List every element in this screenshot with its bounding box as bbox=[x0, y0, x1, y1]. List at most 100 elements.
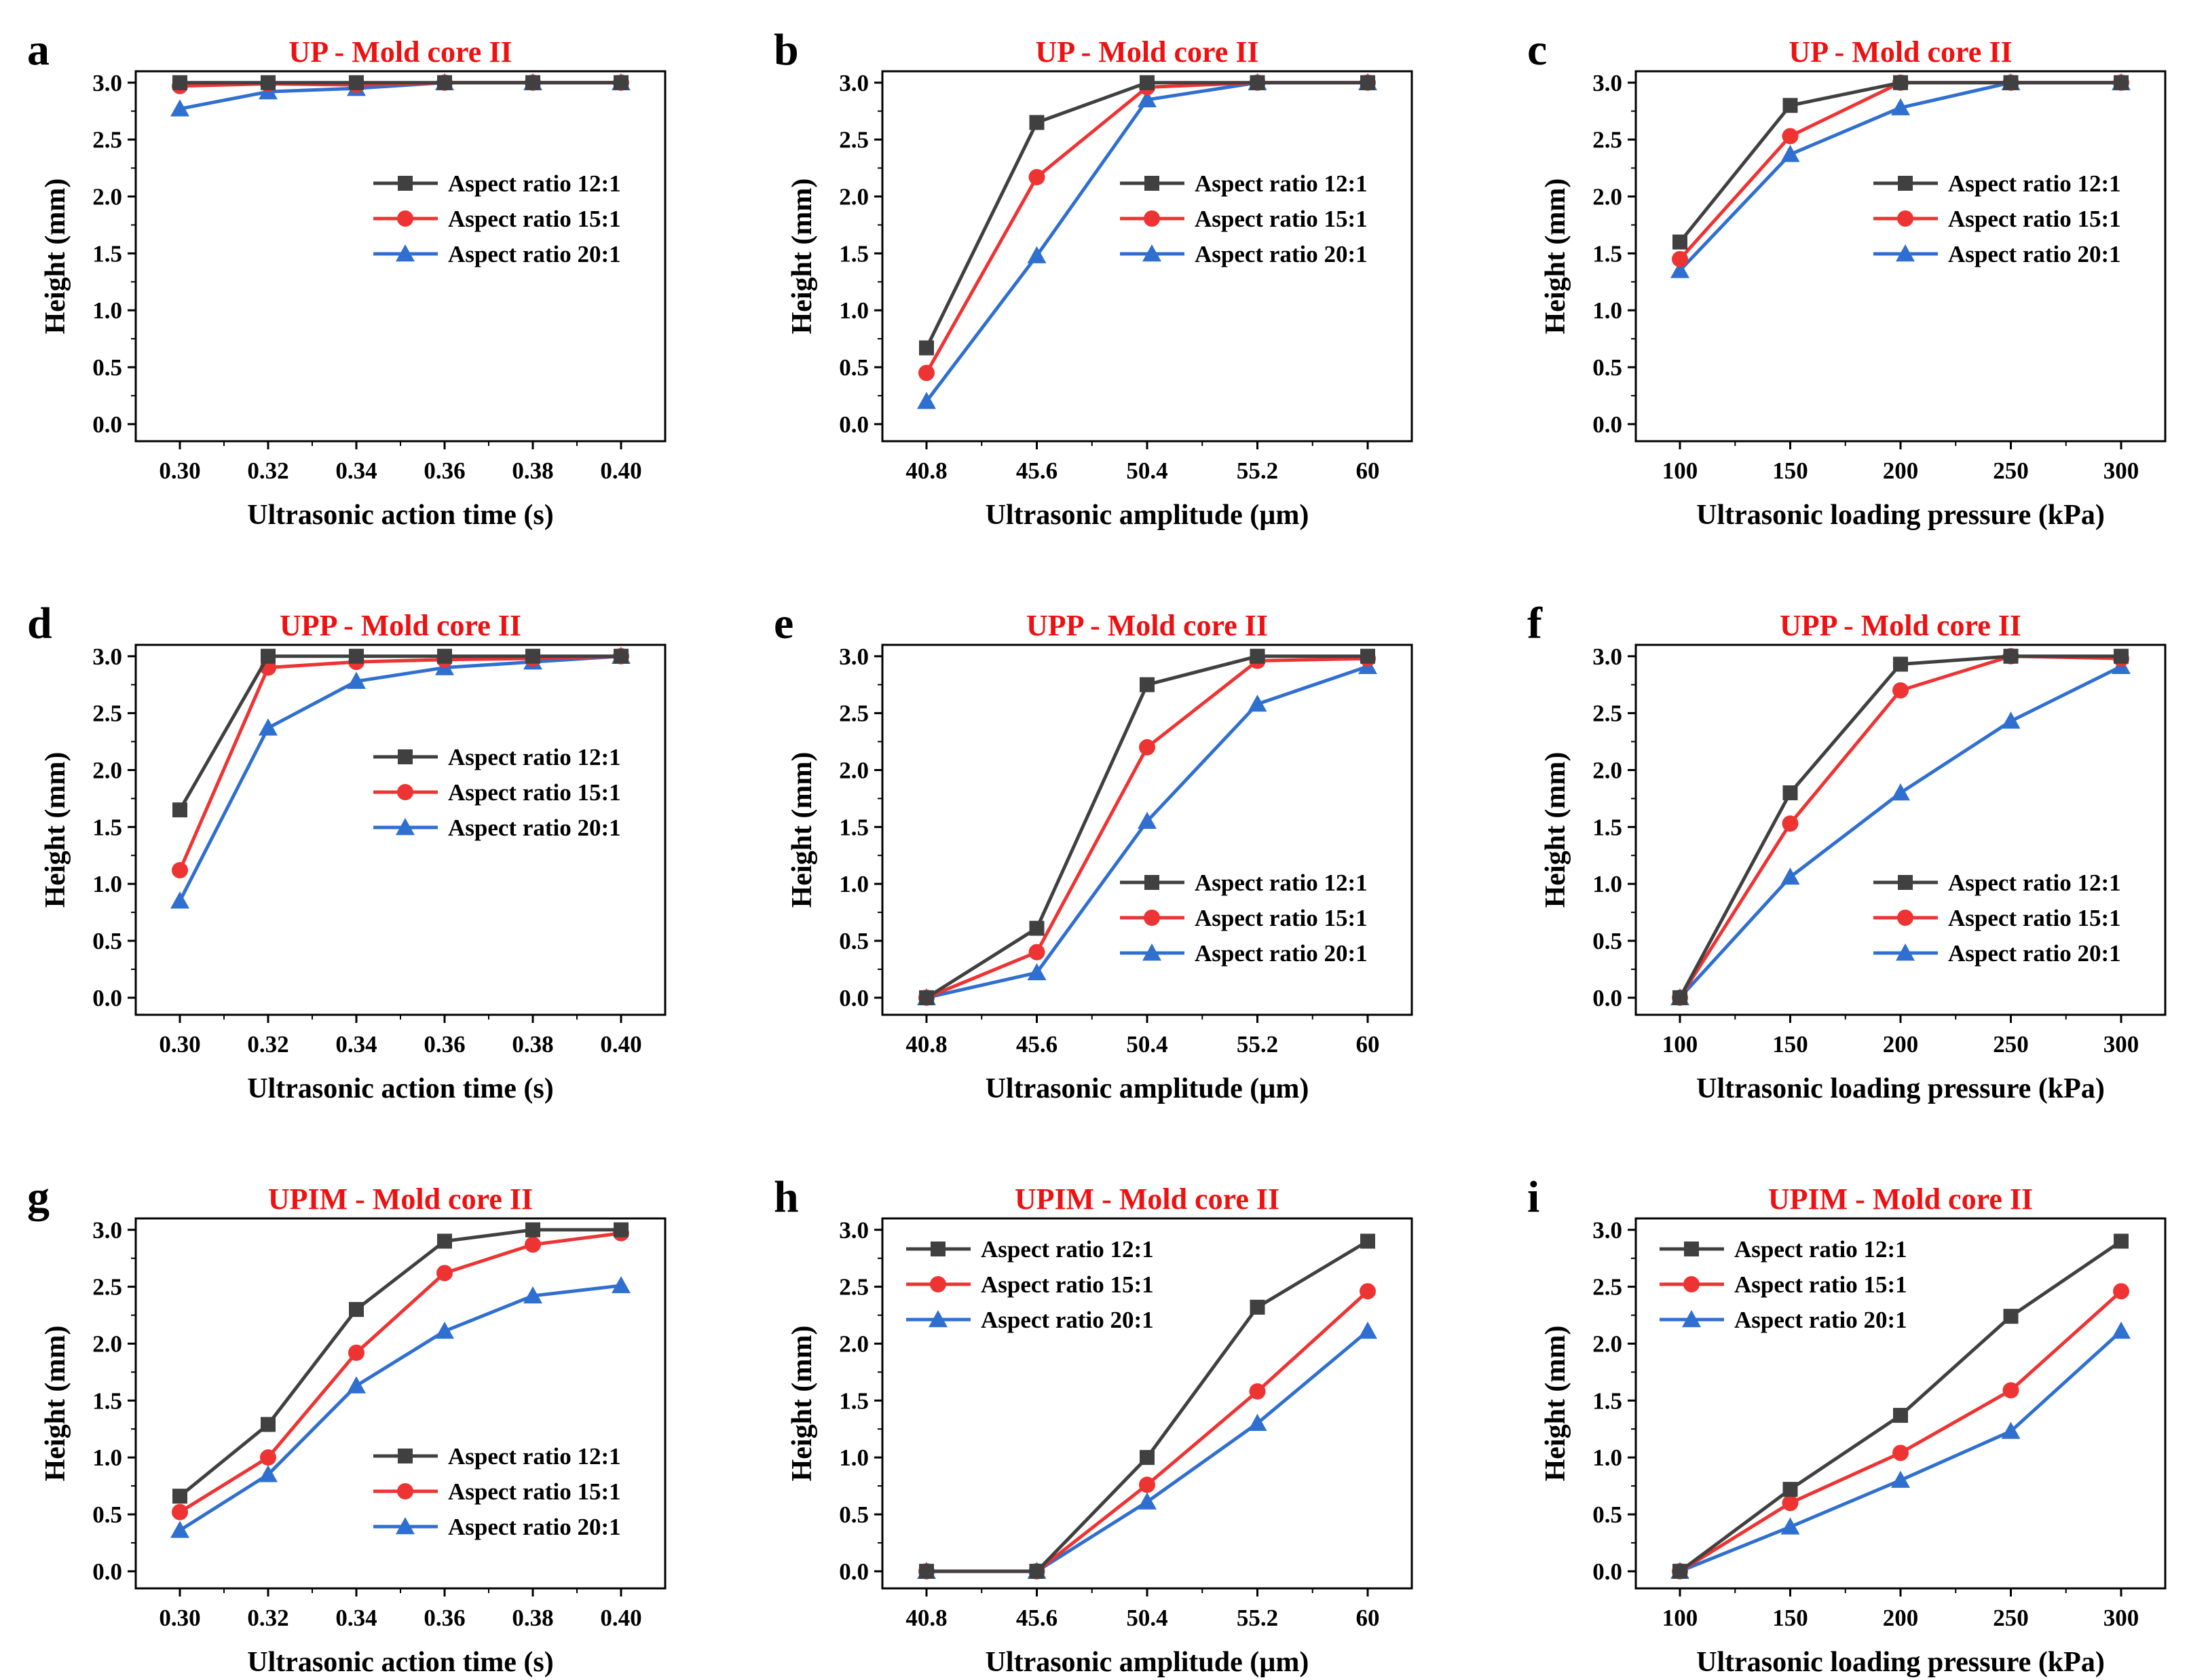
legend: Aspect ratio 12:1 Aspect ratio 15:1 Aspect… bbox=[373, 170, 621, 267]
legend-label: Aspect ratio 20:1 bbox=[1734, 1307, 1907, 1333]
panel-title: UPIM - Mold core II bbox=[1015, 1182, 1279, 1216]
data-point-3 bbox=[170, 891, 189, 909]
data-point-1 bbox=[2003, 648, 2019, 664]
legend-marker bbox=[931, 1242, 946, 1256]
legend-label: Aspect ratio 15:1 bbox=[1195, 206, 1368, 232]
data-point-1 bbox=[2003, 1309, 2019, 1324]
y-tick-label: 0.0 bbox=[92, 1558, 122, 1585]
legend-marker bbox=[396, 818, 415, 836]
data-point-1 bbox=[1140, 677, 1155, 692]
legend-label: Aspect ratio 15:1 bbox=[1948, 206, 2121, 232]
y-tick-label: 3.0 bbox=[839, 643, 869, 670]
legend-label: Aspect ratio 12:1 bbox=[1948, 170, 2121, 197]
legend-marker bbox=[1142, 944, 1161, 961]
y-tick-label: 2.5 bbox=[839, 1274, 869, 1301]
legend-label: Aspect ratio 20:1 bbox=[1948, 940, 2121, 967]
y-tick-label: 2.0 bbox=[92, 1330, 122, 1357]
panel-title: UP - Mold core II bbox=[1789, 35, 2012, 69]
data-point-3 bbox=[435, 1322, 454, 1339]
y-axis-title: Height (mm) bbox=[787, 179, 818, 335]
x-tick-label: 0.34 bbox=[335, 1031, 377, 1058]
data-point-2 bbox=[1782, 815, 1799, 832]
x-tick-label: 50.4 bbox=[1126, 1031, 1167, 1058]
y-tick-label: 0.0 bbox=[839, 411, 869, 438]
panel-f: f UPP - Mold core II 0.0 0.5 1.0 1.5 2.0 2.5 3.0… bbox=[1527, 599, 2167, 1104]
y-tick-label: 1.5 bbox=[1592, 814, 1622, 840]
legend-label: Aspect ratio 20:1 bbox=[1948, 241, 2121, 267]
x-tick-label: 0.40 bbox=[600, 458, 641, 484]
y-axis-title: Height (mm) bbox=[40, 179, 71, 335]
x-tick-label: 55.2 bbox=[1237, 458, 1278, 484]
x-tick-label: 100 bbox=[1662, 1031, 1698, 1058]
x-tick-label: 0.36 bbox=[424, 1031, 465, 1058]
y-tick-label: 0.5 bbox=[1592, 928, 1622, 954]
x-tick-label: 300 bbox=[2103, 458, 2139, 484]
panel-letter: h bbox=[774, 1172, 799, 1222]
x-tick-label: 0.30 bbox=[159, 458, 200, 484]
legend-marker bbox=[1682, 1310, 1701, 1328]
data-point-2 bbox=[2113, 1283, 2129, 1300]
data-point-2 bbox=[1782, 1495, 1799, 1512]
data-point-3 bbox=[347, 671, 366, 689]
y-tick-label: 2.5 bbox=[1592, 1274, 1622, 1301]
y-tick-label: 3.0 bbox=[92, 1217, 122, 1244]
data-point-3 bbox=[523, 1286, 542, 1304]
legend-label: Aspect ratio 20:1 bbox=[448, 815, 621, 841]
panel-i: i UPIM - Mold core II 0.0 0.5 1.0 1.5 2.0 2.5 3.… bbox=[1527, 1172, 2167, 1678]
data-point-3 bbox=[612, 1275, 631, 1294]
y-tick-label: 1.5 bbox=[92, 814, 122, 840]
panel-title: UP - Mold core II bbox=[1035, 35, 1258, 69]
data-point-3 bbox=[917, 392, 936, 409]
legend-label: Aspect ratio 15:1 bbox=[1195, 905, 1368, 931]
y-tick-label: 2.0 bbox=[1592, 183, 1622, 210]
legend: Aspect ratio 12:1 Aspect ratio 15:1 Aspect… bbox=[1120, 870, 1368, 967]
data-point-1 bbox=[172, 802, 187, 818]
data-point-3 bbox=[1027, 246, 1047, 263]
legend-marker bbox=[396, 244, 415, 262]
data-point-3 bbox=[1248, 694, 1267, 712]
x-tick-label: 55.2 bbox=[1237, 1605, 1278, 1631]
panel-letter: f bbox=[1527, 599, 1543, 648]
y-tick-label: 1.5 bbox=[839, 1387, 869, 1414]
data-point-3 bbox=[1138, 811, 1157, 829]
data-point-1 bbox=[1140, 75, 1155, 90]
legend-marker bbox=[1144, 210, 1160, 227]
data-point-3 bbox=[2112, 1322, 2131, 1339]
data-point-1 bbox=[437, 75, 452, 90]
legend-marker bbox=[397, 210, 413, 227]
legend-marker bbox=[929, 1310, 948, 1328]
legend-label: Aspect ratio 12:1 bbox=[1948, 870, 2121, 896]
x-tick-label: 150 bbox=[1772, 458, 1808, 484]
data-point-1 bbox=[614, 75, 629, 90]
data-point-2 bbox=[260, 1449, 276, 1466]
legend-marker bbox=[1897, 910, 1913, 926]
data-point-1 bbox=[349, 648, 364, 664]
x-tick-label: 200 bbox=[1883, 1605, 1919, 1631]
data-point-1 bbox=[1360, 75, 1375, 90]
legend-marker bbox=[1684, 1242, 1699, 1256]
legend-marker bbox=[1896, 944, 1915, 961]
data-point-2 bbox=[348, 1344, 364, 1361]
data-point-1 bbox=[1250, 75, 1265, 90]
y-tick-label: 0.0 bbox=[1592, 1558, 1622, 1585]
y-tick-label: 1.0 bbox=[839, 297, 869, 324]
x-tick-label: 150 bbox=[1772, 1031, 1808, 1058]
y-tick-label: 1.0 bbox=[92, 871, 122, 897]
data-point-1 bbox=[1672, 990, 1687, 1005]
legend-marker bbox=[930, 1276, 946, 1292]
y-tick-label: 2.0 bbox=[92, 183, 122, 210]
legend-label: Aspect ratio 20:1 bbox=[1195, 241, 1368, 267]
y-tick-label: 1.0 bbox=[92, 1444, 122, 1471]
legend: Aspect ratio 12:1 Aspect ratio 15:1 Aspect… bbox=[1120, 170, 1368, 267]
y-tick-label: 2.0 bbox=[839, 1330, 869, 1357]
y-tick-label: 2.0 bbox=[1592, 757, 1622, 783]
panel-letter: c bbox=[1527, 25, 1547, 75]
data-point-2 bbox=[1360, 1283, 1376, 1300]
legend-marker bbox=[396, 1517, 415, 1535]
data-point-1 bbox=[2114, 75, 2129, 90]
x-axis-title: Ultrasonic amplitude (µm) bbox=[986, 1647, 1309, 1678]
data-point-1 bbox=[2114, 1233, 2129, 1249]
data-point-1 bbox=[1782, 785, 1798, 800]
data-point-2 bbox=[1249, 1383, 1266, 1400]
